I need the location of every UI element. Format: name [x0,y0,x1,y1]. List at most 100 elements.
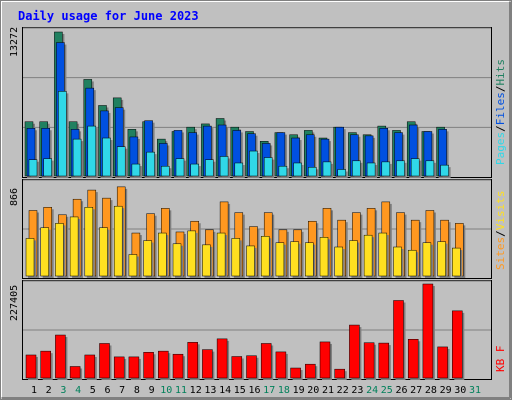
bar-visits-day-13 [202,244,211,277]
day-label: 26 [395,385,407,396]
bar-kbytes-day-3 [55,334,66,379]
legend-sep-3: / [494,230,507,237]
bar-pages-day-18 [278,165,288,177]
bar-visits-day-4 [69,216,79,277]
legend-sites: Sites [494,237,507,270]
chart-title: Daily usage for June 2023 [18,9,199,23]
bar-visits-day-20 [305,242,314,277]
bar-pages-day-11 [175,158,185,177]
day-label: 9 [149,385,155,396]
bar-visits-day-21 [319,237,329,277]
day-label: 2 [46,385,52,396]
bar-pages-day-5 [87,125,97,177]
day-label: 11 [175,385,187,396]
bar-visits-day-5 [84,207,94,277]
bar-pages-day-8 [131,163,141,177]
bar-pages-day-22 [337,169,346,177]
bar-visits-day-14 [216,232,226,277]
bar-visits-day-12 [187,230,196,277]
bar-pages-day-1 [28,159,38,177]
bar-pages-day-4 [72,138,82,177]
bar-kbytes-day-15 [231,356,243,379]
day-label: 14 [219,385,231,396]
bar-kbytes-day-17 [260,343,272,379]
bar-kbytes-day-28 [422,283,434,379]
bar-visits-day-17 [260,236,270,277]
bar-visits-day-26 [393,246,402,277]
day-label: 4 [75,385,81,396]
day-labels: 1 2 3 4 5 6 7 8 9 10 11 12 13 14 15 16 17 18 19 20 21 22 23 24 2… [31,385,481,396]
bar-kbytes-day-29 [437,346,448,379]
bar-pages-day-20 [308,167,317,177]
day-label: 15 [234,385,246,396]
legend-hits: Hits [494,59,507,86]
bar-kbytes-day-9 [143,352,154,379]
legend-files: Files [494,92,507,125]
day-label: 20 [307,385,319,396]
bar-pages-day-13 [205,159,214,177]
day-label: 12 [190,385,202,396]
ytick-visits-max: 866 [9,188,20,206]
day-label: 22 [337,385,349,396]
bar-pages-day-23 [352,160,361,177]
day-label: 7 [119,385,125,396]
bar-kbytes-day-22 [334,368,345,379]
ytick-hits-max: 13272 [9,27,20,57]
bar-pages-day-7 [116,146,126,177]
day-label: 8 [134,385,140,396]
bar-visits-day-6 [99,227,108,277]
day-label: 13 [204,385,216,396]
bar-visits-day-16 [246,245,255,277]
bar-pages-day-15 [234,162,244,177]
day-label: 18 [278,385,290,396]
day-label: 27 [410,385,422,396]
day-label: 21 [322,385,334,396]
bar-pages-day-25 [381,161,391,177]
bar-kbytes-day-24 [363,342,375,379]
day-label: 25 [381,385,393,396]
bar-kbytes-day-6 [99,343,110,379]
day-label: 29 [440,385,452,396]
bar-visits-day-27 [407,249,417,277]
bar-kbytes-day-14 [216,338,228,379]
bar-visits-day-2 [40,227,49,277]
bar-kbytes-day-1 [25,354,37,379]
bar-kbytes-day-2 [40,350,51,379]
bar-pages-day-16 [249,150,258,177]
bar-pages-day-24 [366,162,376,177]
bar-visits-day-24 [363,234,373,277]
day-label: 17 [263,385,275,396]
bars-hits-files-pages [24,31,451,178]
day-label: 5 [90,385,96,396]
bar-pages-day-10 [161,165,170,177]
bar-kbytes-day-12 [187,342,198,379]
legend-kbytes: KB F [494,346,507,373]
bar-kbytes-day-8 [128,356,140,379]
bar-visits-day-10 [158,232,167,277]
legend-sep-2: / [494,86,507,93]
bar-visits-day-19 [290,241,299,277]
day-label: 6 [104,385,110,396]
bar-kbytes-day-13 [202,349,213,379]
bar-kbytes-day-10 [158,350,169,379]
bars-visits-sites [25,186,466,278]
legend-visits: Visits [494,191,507,231]
ytick-kbytes-max: 227405 [9,285,20,321]
bar-visits-day-9 [143,240,152,277]
bar-pages-day-17 [263,157,273,177]
bar-pages-day-9 [146,151,155,177]
bar-visits-day-1 [25,238,35,277]
bar-pages-day-6 [102,137,111,177]
day-label: 1 [31,385,37,396]
bar-pages-day-26 [396,160,405,177]
bar-pages-day-3 [58,91,67,177]
bar-visits-day-15 [231,238,241,277]
bar-kbytes-day-5 [84,354,96,379]
legend-visits-sites: Sites/Visits [494,191,507,271]
bar-pages-day-12 [190,163,199,177]
bar-pages-day-2 [43,158,52,177]
bar-visits-day-25 [378,232,388,277]
bar-pages-day-19 [293,162,302,177]
bar-kbytes-day-4 [69,366,81,379]
bar-kbytes-day-30 [452,310,463,379]
